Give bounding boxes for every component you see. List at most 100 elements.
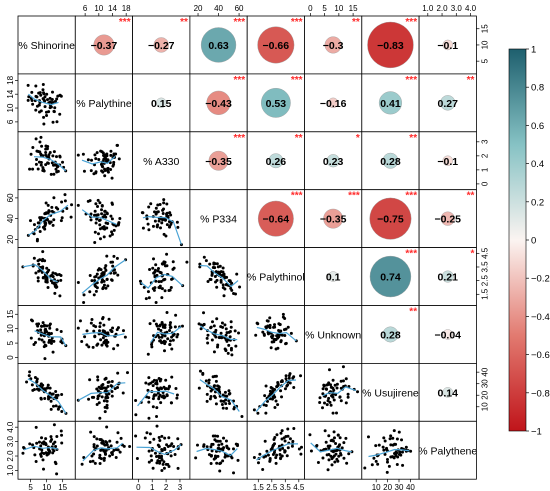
scatter-point: [215, 317, 219, 321]
scatter-point: [218, 469, 222, 473]
scatter-point: [88, 460, 92, 464]
scatter-point: [36, 167, 40, 171]
scatter-point: [224, 333, 228, 337]
significance-stars: **: [180, 17, 188, 28]
scatter-point: [82, 455, 86, 459]
scatter-point: [104, 221, 108, 225]
scatter-point: [153, 210, 157, 214]
panel-r5-c4: [246, 305, 305, 364]
scatter-point: [94, 275, 98, 279]
scatter-point: [155, 406, 159, 410]
correlation-value: −0.27: [148, 40, 175, 52]
scatter-point: [95, 343, 99, 347]
colorbar-tick-label: 0.2: [531, 197, 544, 208]
scatter-point: [228, 402, 232, 406]
scatter-point: [40, 324, 44, 328]
scatter-point: [381, 445, 385, 449]
scatter-point: [94, 157, 98, 161]
scatter-point: [202, 311, 206, 315]
scatter-point: [202, 322, 206, 326]
scatter-point: [176, 466, 180, 470]
scatter-point: [377, 443, 381, 447]
scatter-point: [171, 260, 175, 264]
scatter-point: [142, 285, 146, 289]
variable-label: % Unknown: [305, 329, 361, 341]
colorbar-tick-label: 0.4: [531, 159, 544, 170]
scatter-point: [100, 208, 104, 212]
scatter-point: [45, 266, 49, 270]
scatter-point: [144, 297, 148, 301]
scatter-point: [170, 347, 174, 351]
scatter-point: [47, 110, 51, 114]
scatter-point: [158, 393, 162, 397]
scatter-point: [152, 437, 156, 441]
scatter-point: [81, 152, 85, 156]
colorbar: 1 0.8 0.6 0.4 0.2 0 −0.2 −0.4 −0.6 −0.8 −1: [508, 45, 550, 438]
scatter-point: [356, 390, 360, 394]
scatter-point: [170, 375, 174, 379]
scatter-point: [92, 395, 96, 399]
scatter-point: [167, 385, 171, 389]
scatter-point: [230, 288, 234, 292]
scatter-point: [69, 215, 73, 219]
axis-tick-label: 5: [480, 58, 489, 63]
scatter-point: [385, 446, 389, 450]
scatter-point: [40, 436, 44, 440]
scatter-point: [106, 170, 110, 174]
scatter-point: [166, 337, 170, 341]
scatter-point: [159, 386, 163, 390]
scatter-point: [199, 327, 203, 331]
scatter-point: [322, 383, 326, 387]
scatter-point: [37, 221, 41, 225]
scatter-point: [330, 438, 334, 442]
axis-tick-label: 2: [164, 483, 169, 491]
correlation-circle: [153, 37, 169, 53]
smoother-line: [368, 448, 410, 458]
scatter-point: [96, 198, 100, 202]
scatter-point: [27, 95, 31, 99]
scatter-point: [224, 402, 228, 406]
scatter-point: [205, 392, 209, 396]
scatter-point: [37, 440, 41, 444]
scatter-point: [97, 157, 101, 161]
scatter-point: [31, 388, 35, 392]
axis-tick-label: 1.5: [253, 483, 265, 491]
scatter-point: [38, 91, 42, 95]
colorbar-tick-label: 0.6: [531, 121, 544, 132]
scatter-point: [185, 260, 189, 264]
scatter-point: [223, 454, 227, 458]
scatter-point: [252, 455, 256, 459]
scatter-point: [147, 449, 151, 453]
scatter-point: [280, 380, 284, 384]
scatter-point: [154, 263, 158, 267]
scatter-point: [159, 279, 163, 283]
scatter-point: [95, 272, 99, 276]
axis-tick-label: 1: [150, 483, 155, 491]
scatter-point: [158, 438, 162, 442]
panel-r3-c0: [17, 189, 76, 248]
scatter-point: [169, 325, 173, 329]
scatter-point: [204, 379, 208, 383]
scatter-point: [165, 393, 169, 397]
scatter-point: [109, 260, 113, 264]
scatter-point: [151, 380, 155, 384]
scatter-point: [118, 217, 122, 221]
scatter-point: [374, 459, 378, 463]
scatter-point: [35, 380, 39, 384]
scatter-point: [43, 387, 47, 391]
axis-tick-label: 10: [334, 4, 343, 13]
scatter-point: [54, 167, 58, 171]
scatter-point: [76, 153, 80, 157]
scatter-point: [176, 225, 180, 229]
scatter-point: [329, 403, 333, 407]
scatter-point: [65, 207, 69, 211]
significance-stars: ***: [291, 17, 303, 28]
scatter-point: [119, 436, 123, 440]
scatter-point: [82, 293, 86, 297]
scatter-point: [219, 399, 223, 403]
axis-tick-label: 2.5: [480, 275, 489, 287]
scatter-point: [215, 285, 219, 289]
scatter-point: [50, 392, 54, 396]
scatter-point: [47, 340, 51, 344]
scatter-point: [90, 454, 94, 458]
